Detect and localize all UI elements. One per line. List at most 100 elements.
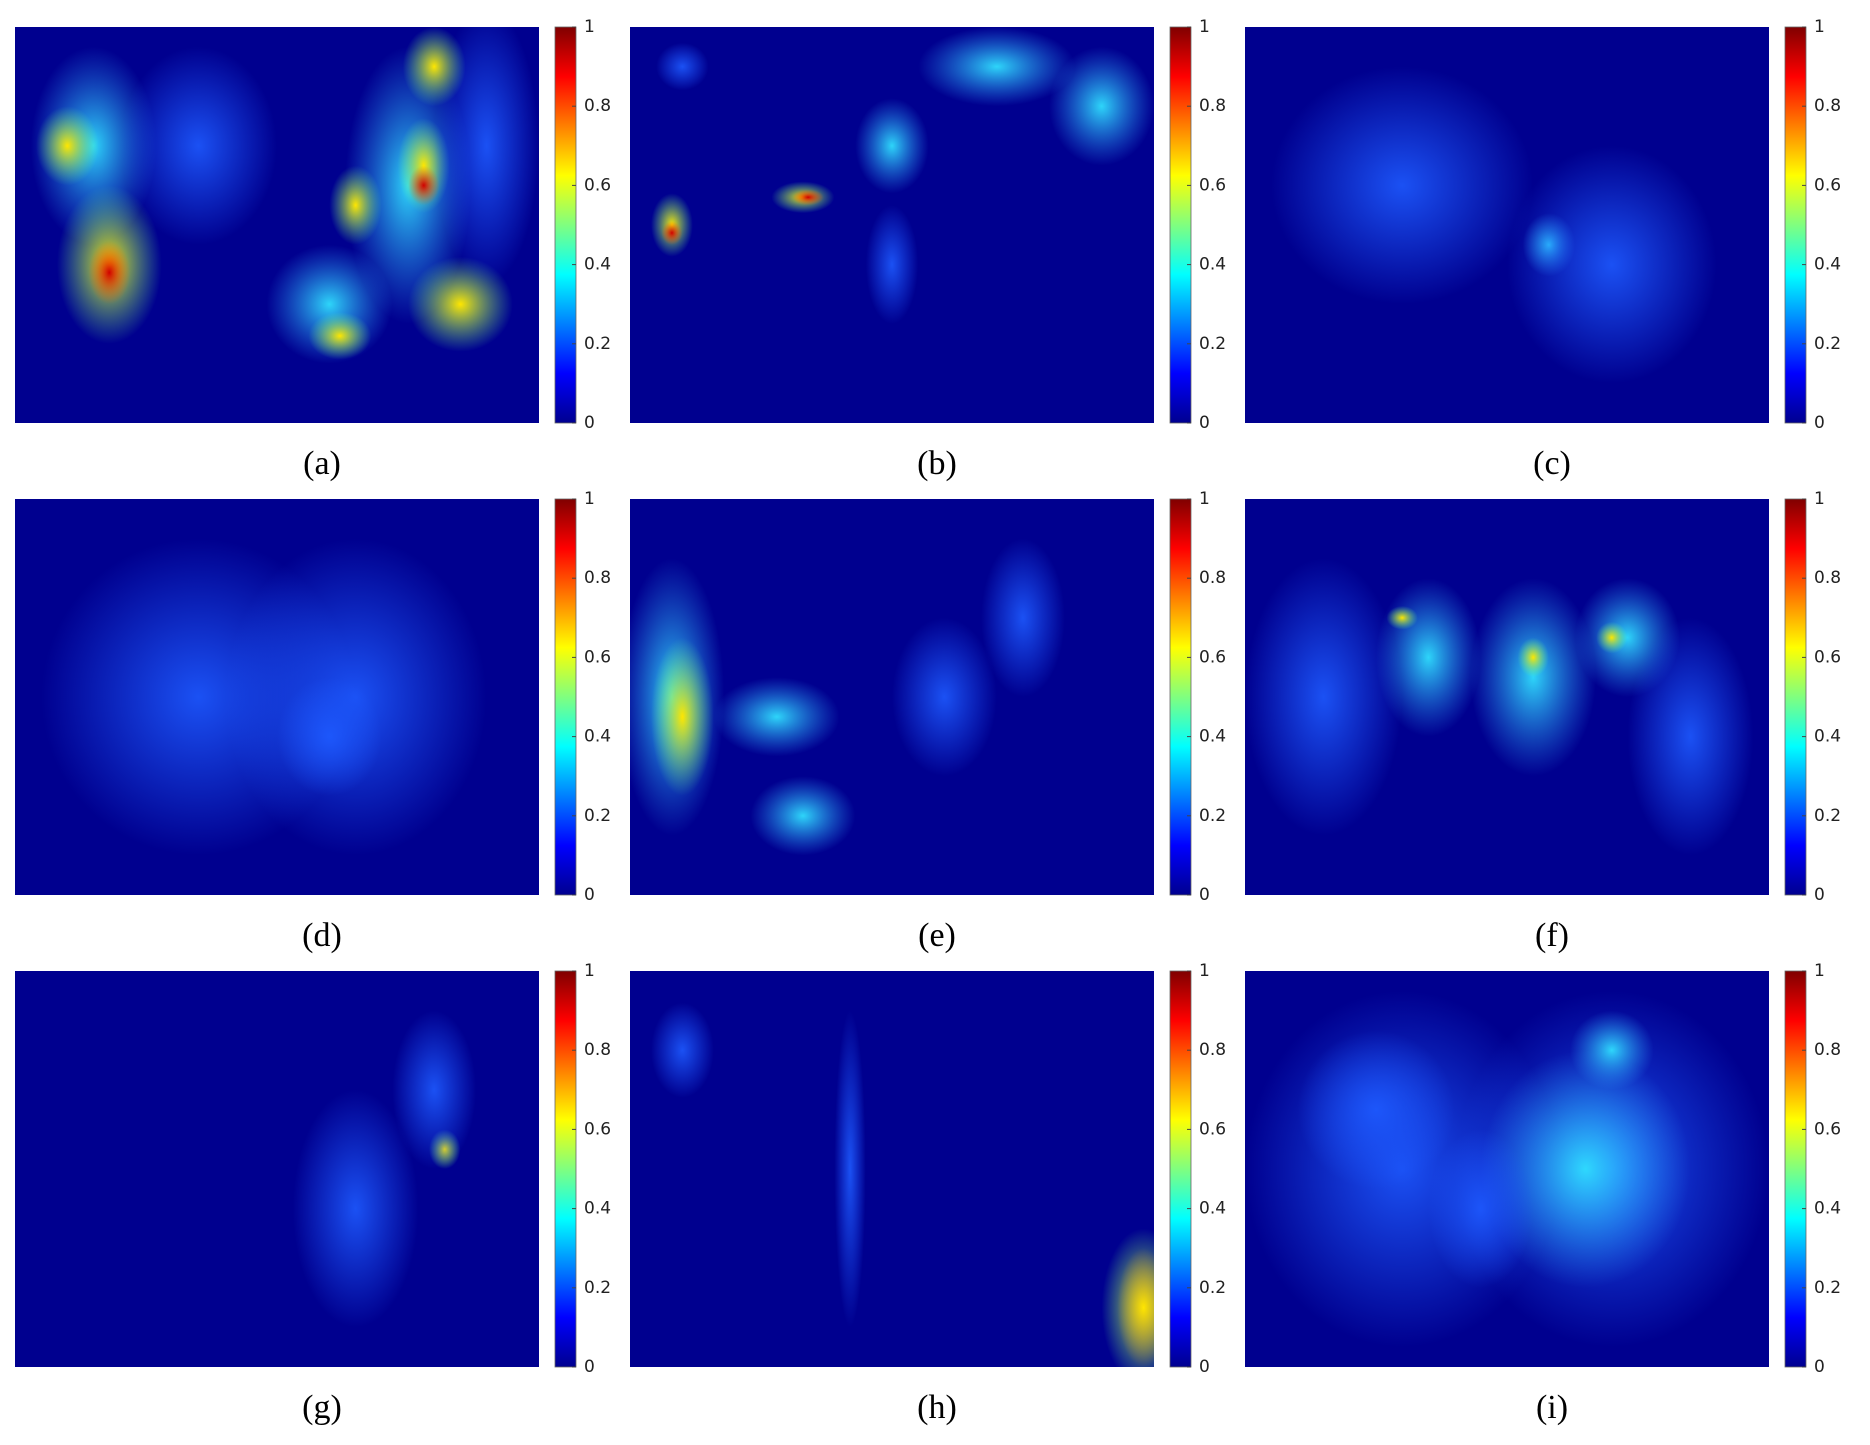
colorbar bbox=[554, 498, 577, 896]
map-region bbox=[1049, 46, 1154, 166]
panel: 0 0.2 0.4 0.6 0.8 1 (h) bbox=[630, 961, 1226, 1426]
colorbar-tick-label: 0.8 bbox=[1199, 96, 1226, 116]
map-background bbox=[630, 971, 1154, 1367]
map-region bbox=[892, 617, 997, 777]
colorbar-tick-label: 0.2 bbox=[1814, 1278, 1841, 1298]
map-region bbox=[1297, 1030, 1455, 1189]
colorbar-tick-label: 1 bbox=[1199, 961, 1210, 981]
map-region bbox=[1376, 578, 1481, 737]
map-region bbox=[1101, 1228, 1154, 1367]
colorbar-tick-label: 0.2 bbox=[584, 1278, 611, 1298]
map-region bbox=[88, 240, 131, 305]
map-region bbox=[750, 776, 856, 856]
colorbar-tick-label: 0.2 bbox=[1199, 1278, 1226, 1298]
map-region bbox=[1480, 1050, 1691, 1288]
map-region bbox=[656, 42, 709, 91]
panel: 0 0.2 0.4 0.6 0.8 1 (e) bbox=[630, 489, 1226, 954]
colorbar-tick-label: 0 bbox=[1199, 413, 1210, 433]
map-region bbox=[329, 165, 382, 245]
colorbar-tick-label: 0.8 bbox=[1814, 1040, 1841, 1060]
map-region bbox=[1596, 621, 1628, 654]
colorbar-tick-label: 0.2 bbox=[1199, 806, 1226, 826]
colorbar-tick-label: 1 bbox=[1814, 961, 1825, 981]
abundance-map bbox=[15, 971, 539, 1367]
colorbar-tick-label: 0.6 bbox=[584, 1119, 611, 1139]
colorbar-tick-label: 0 bbox=[1814, 885, 1825, 905]
panel-label: (c) bbox=[1533, 445, 1571, 482]
map-region bbox=[650, 637, 714, 796]
colorbar-tick-label: 0 bbox=[1199, 885, 1210, 905]
colorbar bbox=[554, 26, 577, 424]
map-region bbox=[855, 98, 929, 194]
panel-label: (h) bbox=[917, 1389, 957, 1426]
colorbar-tick-label: 0 bbox=[584, 1357, 595, 1377]
colorbar-tick-label: 0.8 bbox=[1814, 568, 1841, 588]
map-region bbox=[308, 312, 372, 360]
panel: 0 0.2 0.4 0.6 0.8 1 (b) bbox=[630, 17, 1226, 482]
colorbar-tick-label: 0.6 bbox=[1814, 647, 1841, 667]
colorbar-tick-label: 1 bbox=[584, 17, 595, 37]
colorbar-tick-label: 0.4 bbox=[584, 1199, 611, 1219]
colorbar-tick-label: 0.4 bbox=[1814, 1199, 1841, 1219]
panel: 0 0.2 0.4 0.6 0.8 1 (a) bbox=[15, 17, 611, 482]
panel: 0 0.2 0.4 0.6 0.8 1 (i) bbox=[1245, 961, 1841, 1426]
panel-label: (e) bbox=[918, 917, 956, 954]
panel-label: (i) bbox=[1536, 1389, 1568, 1426]
map-region bbox=[918, 27, 1076, 107]
colorbar-tick-label: 0.4 bbox=[1814, 255, 1841, 275]
panel-label: (d) bbox=[302, 917, 342, 954]
colorbar-tick-label: 0.4 bbox=[1814, 727, 1841, 747]
colorbar-tick-label: 0.2 bbox=[1199, 334, 1226, 354]
abundance-map bbox=[630, 971, 1154, 1367]
map-region bbox=[277, 677, 382, 796]
panel: 0 0.2 0.4 0.6 0.8 1 (g) bbox=[15, 961, 611, 1426]
colorbar bbox=[1784, 970, 1807, 1368]
map-region bbox=[713, 677, 840, 757]
map-region bbox=[35, 106, 99, 186]
abundance-map bbox=[1245, 27, 1769, 423]
map-region bbox=[1569, 1010, 1654, 1090]
map-region bbox=[981, 538, 1065, 697]
map-region bbox=[865, 205, 919, 324]
colorbar-tick-label: 0.6 bbox=[584, 175, 611, 195]
colorbar bbox=[1784, 26, 1807, 424]
colorbar-tick-label: 0.6 bbox=[1814, 175, 1841, 195]
colorbar-tick-label: 1 bbox=[1814, 489, 1825, 509]
abundance-map bbox=[1245, 971, 1769, 1367]
colorbar-tick-label: 0 bbox=[584, 413, 595, 433]
abundance-map bbox=[15, 27, 539, 423]
map-region bbox=[1271, 66, 1534, 305]
colorbar-tick-label: 0.6 bbox=[584, 647, 611, 667]
colorbar-tick-label: 0.8 bbox=[584, 568, 611, 588]
map-region bbox=[661, 221, 683, 245]
colorbar-tick-label: 0.4 bbox=[584, 727, 611, 747]
colorbar-tick-label: 0 bbox=[584, 885, 595, 905]
colorbar bbox=[1784, 498, 1807, 896]
colorbar-tick-label: 0.8 bbox=[1199, 1040, 1226, 1060]
map-region bbox=[408, 165, 440, 206]
panel: 0 0.2 0.4 0.6 0.8 1 (f) bbox=[1245, 489, 1841, 954]
colorbar-tick-label: 0.8 bbox=[1199, 568, 1226, 588]
colorbar bbox=[1169, 498, 1192, 896]
panel-label: (b) bbox=[917, 445, 957, 482]
colorbar-tick-label: 0.2 bbox=[584, 806, 611, 826]
map-region bbox=[1245, 558, 1403, 836]
colorbar-tick-label: 1 bbox=[584, 961, 595, 981]
map-region bbox=[1517, 637, 1549, 678]
map-region bbox=[834, 1010, 866, 1328]
map-region bbox=[1507, 145, 1717, 384]
colorbar-tick-label: 0.8 bbox=[1814, 96, 1841, 116]
colorbar-tick-label: 0.2 bbox=[1814, 806, 1841, 826]
colorbar-tick-label: 0.6 bbox=[1199, 175, 1226, 195]
abundance-map bbox=[630, 499, 1154, 895]
panel-label: (g) bbox=[302, 1389, 342, 1426]
abundance-map bbox=[1245, 499, 1769, 895]
colorbar-tick-label: 0.2 bbox=[1814, 334, 1841, 354]
colorbar-tick-label: 0 bbox=[1814, 413, 1825, 433]
map-region bbox=[292, 1089, 419, 1328]
map-region bbox=[434, 27, 539, 285]
colorbar-tick-label: 1 bbox=[584, 489, 595, 509]
map-region bbox=[1386, 605, 1418, 630]
colorbar-tick-label: 0.6 bbox=[1199, 1119, 1226, 1139]
